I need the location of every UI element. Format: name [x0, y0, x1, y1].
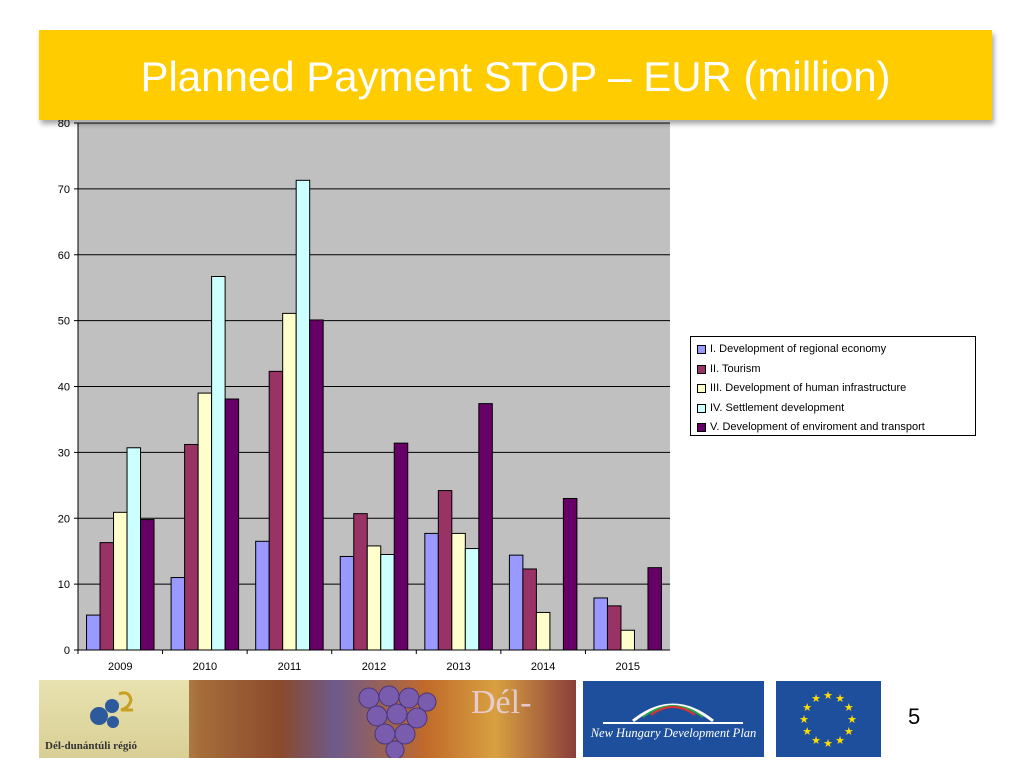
y-tick-label: 0	[64, 645, 70, 657]
bar-2011-series-2	[268, 370, 284, 651]
y-tick-label: 20	[58, 513, 70, 525]
eu-star: ★	[802, 726, 812, 738]
bar-2015-series-1	[593, 597, 608, 651]
bar-2011-series-4	[295, 179, 311, 651]
bar-2015-series-2	[606, 605, 622, 651]
bar-2010-series-3	[197, 392, 213, 651]
slide-title: Planned Payment STOP – EUR (million)	[140, 53, 891, 100]
bar-2012-series-1	[339, 555, 355, 651]
bar-2015-series-5	[647, 567, 662, 651]
nhdp-text: New Hungary Development Plan	[590, 726, 757, 740]
page-number: 5	[908, 704, 921, 729]
grapes-icon	[358, 685, 437, 758]
legend-label: IV. Settlement development	[710, 401, 845, 414]
eu-star: ★	[811, 693, 821, 705]
legend-item: II. Tourism	[697, 360, 975, 380]
bar-2012-series-4	[380, 553, 395, 651]
eu-star: ★	[835, 735, 845, 747]
legend-item: I. Development of regional economy	[697, 340, 975, 360]
bar-2014-series-3	[535, 611, 551, 651]
bar-2009-series-1	[86, 614, 101, 651]
eu-stars-icon: ★★★★★★★★★ ★ ★★	[799, 690, 857, 750]
y-tick-label: 50	[58, 316, 70, 328]
y-tick-label: 70	[58, 184, 70, 196]
chart-legend: I. Development of regional economy II. To…	[690, 336, 976, 436]
region-logo-icon	[90, 691, 133, 728]
legend-label: II. Tourism	[710, 362, 761, 375]
y-tick-label: 60	[58, 250, 70, 262]
eu-flag: ★ ★ ★ ★ ★ ★ ★ ★ ★ ★ ★ ★	[776, 681, 881, 757]
bar-2009-series-3	[113, 511, 128, 651]
bar-2011-series-1	[255, 540, 270, 651]
bar-2010-series-2	[184, 443, 199, 651]
legend-swatch	[697, 364, 706, 374]
bar-2013-series-1	[424, 532, 439, 651]
region-logo: Dél-dunántúli régió	[39, 680, 189, 758]
bar-2014-series-5	[562, 497, 578, 651]
bar-2015-series-3	[620, 629, 635, 651]
y-axis-ticks: 0 10 20 30 40 50 60 70 80	[58, 118, 78, 657]
legend-swatch	[697, 403, 706, 413]
banner-text: Dél-	[471, 684, 532, 721]
legend-label: I. Development of regional economy	[710, 343, 887, 355]
bar-2009-series-2	[99, 542, 115, 651]
bar-2011-series-3	[282, 312, 297, 651]
bridge-icon	[603, 703, 743, 724]
legend-swatch	[697, 384, 706, 394]
eu-star: ★	[802, 702, 812, 714]
bar-2011-series-5	[309, 319, 324, 651]
bar-2010-series-5	[224, 398, 240, 651]
y-tick-label: 40	[58, 382, 70, 394]
eu-star: ★	[799, 714, 809, 726]
legend-swatch	[697, 423, 706, 433]
bar-2013-series-2	[437, 490, 453, 651]
x-axis-ticks: 2009 2010 2011 2012 2013 2014 2015	[77, 650, 640, 673]
footer-banner: Dél-dunántúli régió Dél-	[39, 680, 576, 758]
eu-star: ★	[844, 702, 854, 714]
bars	[86, 179, 662, 651]
bar-2014-series-1	[508, 554, 524, 651]
x-tick-label: 2011	[278, 661, 302, 673]
legend-label: V. Development of enviroment and transpo…	[710, 421, 925, 433]
eu-star: ★	[844, 726, 854, 738]
legend-label: III. Development of human infrastructure	[710, 382, 907, 394]
legend-item: IV. Settlement development	[697, 399, 975, 419]
region-logo-text: Dél-dunántúli régió	[45, 740, 137, 752]
x-tick-label: 2014	[531, 661, 555, 673]
eu-star: ★	[823, 690, 833, 702]
bar-2010-series-4	[211, 275, 226, 651]
x-tick-label: 2012	[362, 661, 386, 673]
y-tick-label: 30	[58, 447, 70, 459]
legend-item: V. Development of enviroment and transpo…	[697, 418, 975, 438]
legend-swatch	[697, 345, 706, 355]
bar-2012-series-5	[393, 442, 409, 651]
x-tick-label: 2015	[615, 661, 639, 673]
eu-star: ★	[811, 735, 821, 747]
y-tick-label: 10	[58, 579, 70, 591]
bar-2012-series-2	[353, 513, 368, 651]
eu-star: ★	[835, 693, 845, 705]
eu-star: ★	[847, 714, 857, 726]
bar-2009-series-4	[126, 447, 142, 651]
x-tick-label: 2010	[193, 661, 217, 673]
bar-2013-series-5	[478, 403, 493, 651]
nhdp-logo: New Hungary Development Plan	[583, 681, 764, 757]
bar-2013-series-4	[464, 548, 480, 651]
x-tick-label: 2013	[446, 661, 470, 673]
bar-2013-series-3	[451, 532, 466, 651]
bar-2012-series-3	[366, 545, 382, 651]
x-tick-label: 2009	[108, 661, 132, 673]
title-banner: Planned Payment STOP – EUR (million)	[39, 30, 992, 120]
bar-2009-series-5	[140, 519, 155, 651]
eu-star: ★	[823, 738, 833, 750]
legend-item: III. Development of human infrastructure	[697, 379, 975, 399]
y-tick-label: 80	[58, 118, 70, 130]
bar-2010-series-1	[170, 577, 186, 651]
bar-2014-series-2	[522, 568, 537, 651]
